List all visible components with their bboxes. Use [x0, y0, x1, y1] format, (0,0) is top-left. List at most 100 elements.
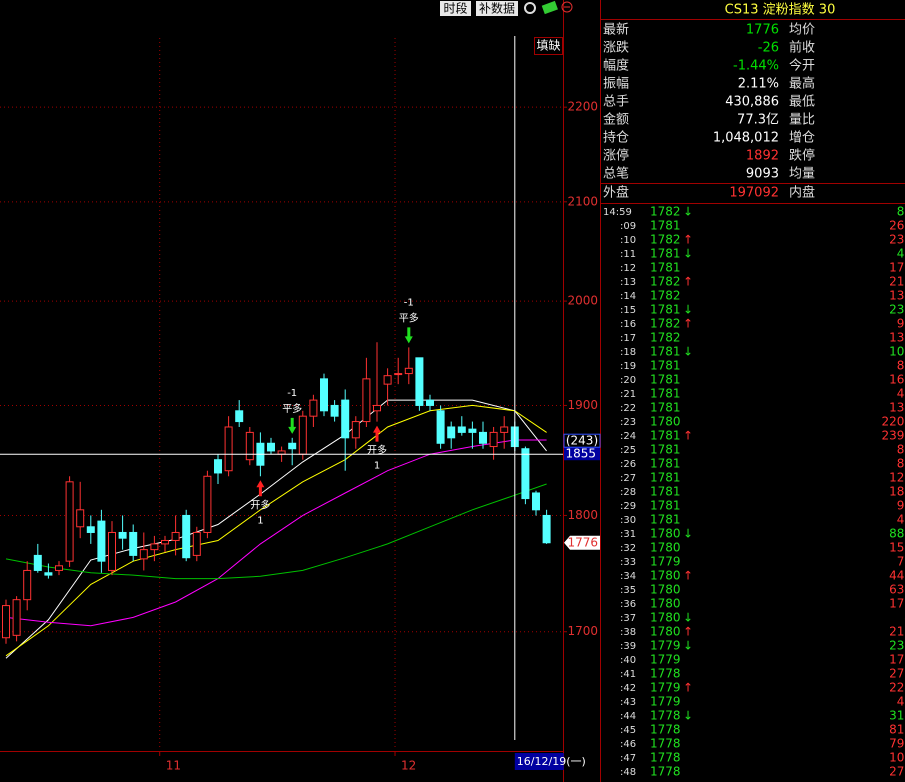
candle-body [341, 399, 350, 439]
signal-arrow [288, 417, 297, 434]
candle-body [192, 531, 201, 556]
last-price-tag [564, 535, 600, 550]
candle-body [457, 426, 466, 433]
tick-volume: 72 [897, 555, 905, 569]
y-tick-label: 2200 [567, 100, 598, 114]
tick-volume: 270 [889, 667, 905, 681]
signal-qty: 1 [257, 515, 263, 526]
x-tick-label: 11 [166, 759, 181, 773]
tick-time: :25 [620, 445, 636, 456]
candle-body [351, 421, 360, 439]
tick-price: 1782 [650, 289, 681, 303]
tick-time: :38 [620, 627, 636, 638]
quote-label: 均量 [789, 167, 815, 182]
tick-volume: 102 [889, 751, 905, 765]
tick-volume: 80 [897, 443, 905, 457]
tick-volume: 168 [889, 373, 905, 387]
tick-time: :13 [620, 277, 636, 288]
tick-volume: 224 [889, 681, 905, 695]
signal-kind: 开多 [250, 498, 270, 511]
quote-label: 外盘 [603, 185, 629, 201]
panel-header: CS13 淀粉指数 30 [725, 3, 836, 18]
settings-icon[interactable] [524, 2, 536, 14]
moving-average-line [5, 483, 547, 580]
tick-volume: 238 [889, 233, 905, 247]
candle-body [447, 426, 456, 439]
tick-price: 1781 [650, 443, 681, 457]
tick-volume: 88 [897, 359, 905, 373]
tick-price: 1780 [650, 527, 681, 541]
candle-body [2, 605, 10, 639]
candle-body [97, 520, 106, 562]
last-price-label: 1776 [567, 535, 598, 549]
tick-volume: 2390 [881, 429, 905, 443]
tick-price: 1779 [650, 555, 681, 569]
candle-body [86, 526, 95, 533]
tick-price: 1781 [650, 247, 681, 261]
tick-price: 1781 [650, 345, 681, 359]
toolbar-button-label[interactable]: 时段 [443, 1, 467, 16]
tick-volume: 132 [889, 331, 905, 345]
toolbar-button-label[interactable]: 补数据 [479, 1, 515, 16]
candle-body [161, 539, 169, 545]
tick-volume: 212 [889, 275, 905, 289]
tick-time: :16 [620, 319, 636, 330]
toolbar-button[interactable] [476, 1, 518, 16]
tick-time: :35 [620, 585, 636, 596]
candle-body [479, 431, 487, 444]
quote-value: -26 [758, 41, 779, 56]
data-icon[interactable] [541, 0, 558, 15]
tick-price: 1781 [650, 303, 681, 317]
tick-price: 1780 [650, 541, 681, 555]
signal-arrow [373, 425, 381, 442]
candle-body [44, 572, 53, 576]
tick-direction: ↓ [683, 205, 693, 219]
tick-time: :27 [620, 473, 636, 484]
candle-body [171, 531, 180, 541]
close-icon[interactable] [561, 1, 573, 13]
tick-direction: ↑ [683, 275, 693, 289]
fill-button-label[interactable]: 填缺 [536, 38, 560, 53]
candle-body [298, 415, 307, 455]
signal-qty: -1 [404, 297, 414, 308]
tick-time: :31 [620, 529, 636, 540]
tick-price: 1779 [650, 695, 681, 709]
tick-price: 1778 [650, 737, 681, 751]
count-label: (243) [566, 434, 598, 448]
tick-volume: 888 [889, 527, 905, 541]
crosshair-value-label: 1855 [565, 447, 596, 461]
tick-direction: ↓ [683, 345, 693, 359]
tick-volume: 178 [889, 597, 905, 611]
tick-time: :10 [620, 235, 636, 246]
candle-body [76, 509, 85, 528]
tick-time: :34 [620, 571, 636, 582]
quote-label: 增仓 [789, 131, 815, 146]
tick-price: 1781 [650, 387, 681, 401]
signal-kind: 平多 [399, 311, 419, 324]
tick-time: :15 [620, 305, 636, 316]
quote-label: 最新 [603, 22, 629, 38]
tick-time: :44 [620, 711, 636, 722]
tick-time: :17 [620, 333, 636, 344]
tick-time: :19 [620, 361, 636, 372]
candle-body [12, 599, 21, 636]
tick-price: 1781 [650, 513, 681, 527]
y-tick-label: 1900 [567, 398, 598, 412]
tick-price: 1781 [650, 429, 681, 443]
tick-time: :42 [620, 683, 636, 694]
fill-button[interactable] [534, 37, 563, 55]
toolbar-button[interactable] [440, 1, 471, 16]
tick-volume: 278 [889, 765, 905, 779]
y-tick-label: 2000 [567, 294, 598, 308]
tick-time: :24 [620, 431, 636, 442]
tick-volume: 96 [897, 317, 905, 331]
quote-label: 均价 [789, 23, 815, 38]
candle-body [118, 531, 127, 539]
tick-volume: 40 [897, 247, 905, 261]
tick-time: :21 [620, 389, 636, 400]
tick-time: :12 [620, 263, 636, 274]
candle-body [235, 410, 244, 423]
candle-body [309, 399, 318, 417]
tick-price: 1781 [650, 359, 681, 373]
